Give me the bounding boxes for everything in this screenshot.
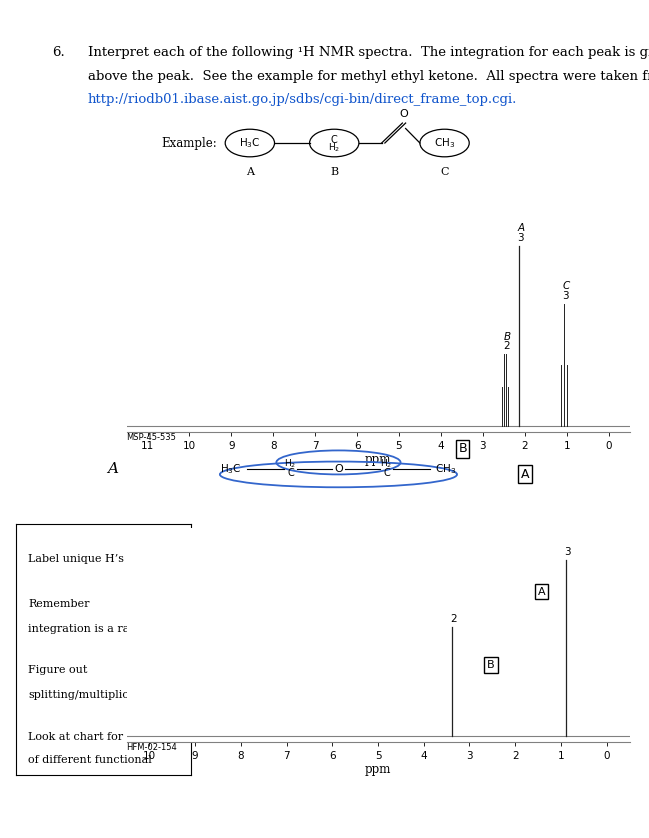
Text: 3: 3 — [563, 291, 569, 301]
Text: Remember: Remember — [29, 599, 90, 609]
Text: C: C — [331, 136, 337, 146]
Text: CH$_3$: CH$_3$ — [435, 463, 456, 476]
Text: 3: 3 — [517, 234, 524, 243]
Text: integration is a ratio: integration is a ratio — [29, 624, 145, 634]
Text: 2: 2 — [450, 614, 457, 624]
Text: Interpret each of the following ¹H NMR spectra.  The integration for each peak i: Interpret each of the following ¹H NMR s… — [88, 46, 649, 59]
Text: 2: 2 — [504, 341, 510, 351]
Text: A: A — [517, 224, 524, 234]
Text: of different functional: of different functional — [29, 755, 153, 765]
Text: A: A — [107, 463, 118, 476]
X-axis label: ppm: ppm — [365, 763, 391, 777]
Text: H$_2$: H$_2$ — [328, 142, 340, 154]
Text: above the peak.  See the example for methyl ethyl ketone.  All spectra were take: above the peak. See the example for meth… — [88, 70, 649, 83]
Text: Figure out: Figure out — [29, 665, 88, 675]
Text: Example:: Example: — [162, 137, 217, 149]
Text: MSP-45-535: MSP-45-535 — [127, 433, 177, 442]
Text: A: A — [246, 167, 254, 177]
X-axis label: ppm: ppm — [365, 453, 391, 467]
Text: Look at chart for  ppm: Look at chart for ppm — [29, 732, 156, 742]
Text: 6.: 6. — [52, 46, 65, 59]
Text: A: A — [537, 587, 545, 597]
Text: H$_2$: H$_2$ — [284, 458, 297, 470]
Text: H$_3$C: H$_3$C — [221, 463, 242, 476]
Text: A: A — [520, 468, 529, 481]
Text: C: C — [440, 167, 449, 177]
Text: C: C — [563, 281, 570, 291]
Text: H$_2$: H$_2$ — [380, 458, 393, 470]
Text: 3: 3 — [565, 547, 571, 557]
Text: O: O — [334, 464, 343, 474]
Text: B: B — [458, 442, 467, 455]
Text: O: O — [399, 109, 408, 119]
Text: http://riodb01.ibase.aist.go.jp/sdbs/cgi-bin/direct_frame_top.cgi.: http://riodb01.ibase.aist.go.jp/sdbs/cgi… — [88, 93, 517, 106]
Text: B: B — [487, 660, 495, 670]
Text: CH$_3$: CH$_3$ — [434, 136, 455, 150]
Text: splitting/multiplicity: splitting/multiplicity — [29, 690, 143, 700]
Text: C: C — [287, 468, 294, 478]
Text: B: B — [330, 167, 338, 177]
Text: C: C — [383, 468, 390, 478]
Text: HFM-02-154: HFM-02-154 — [127, 743, 177, 753]
Text: B: B — [504, 332, 511, 342]
Text: H$_3$C: H$_3$C — [239, 136, 261, 150]
Text: Label unique H’s first: Label unique H’s first — [29, 554, 151, 564]
